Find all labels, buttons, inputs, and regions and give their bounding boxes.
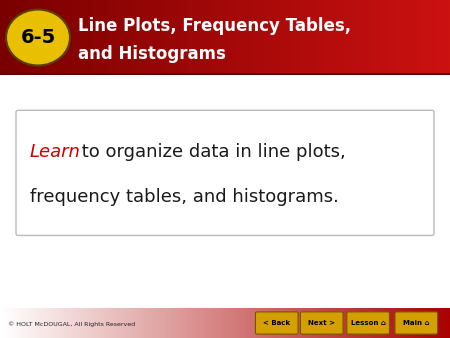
Text: Next >: Next > <box>308 320 335 326</box>
FancyBboxPatch shape <box>395 312 437 334</box>
FancyBboxPatch shape <box>16 110 434 236</box>
Text: © HOLT McDOUGAL, All Rights Reserved: © HOLT McDOUGAL, All Rights Reserved <box>8 322 135 327</box>
Text: Learn: Learn <box>30 143 81 161</box>
Text: 6-5: 6-5 <box>20 28 56 47</box>
Text: Lesson ⌂: Lesson ⌂ <box>351 320 386 326</box>
Text: frequency tables, and histograms.: frequency tables, and histograms. <box>30 188 339 206</box>
Ellipse shape <box>6 9 70 66</box>
Text: to organize data in line plots,: to organize data in line plots, <box>76 143 346 161</box>
Text: Main ⌂: Main ⌂ <box>403 320 429 326</box>
Text: < Back: < Back <box>263 320 290 326</box>
Text: Line Plots, Frequency Tables,: Line Plots, Frequency Tables, <box>78 17 351 35</box>
FancyBboxPatch shape <box>256 312 298 334</box>
FancyBboxPatch shape <box>301 312 343 334</box>
FancyBboxPatch shape <box>347 312 389 334</box>
Text: and Histograms: and Histograms <box>78 45 226 63</box>
